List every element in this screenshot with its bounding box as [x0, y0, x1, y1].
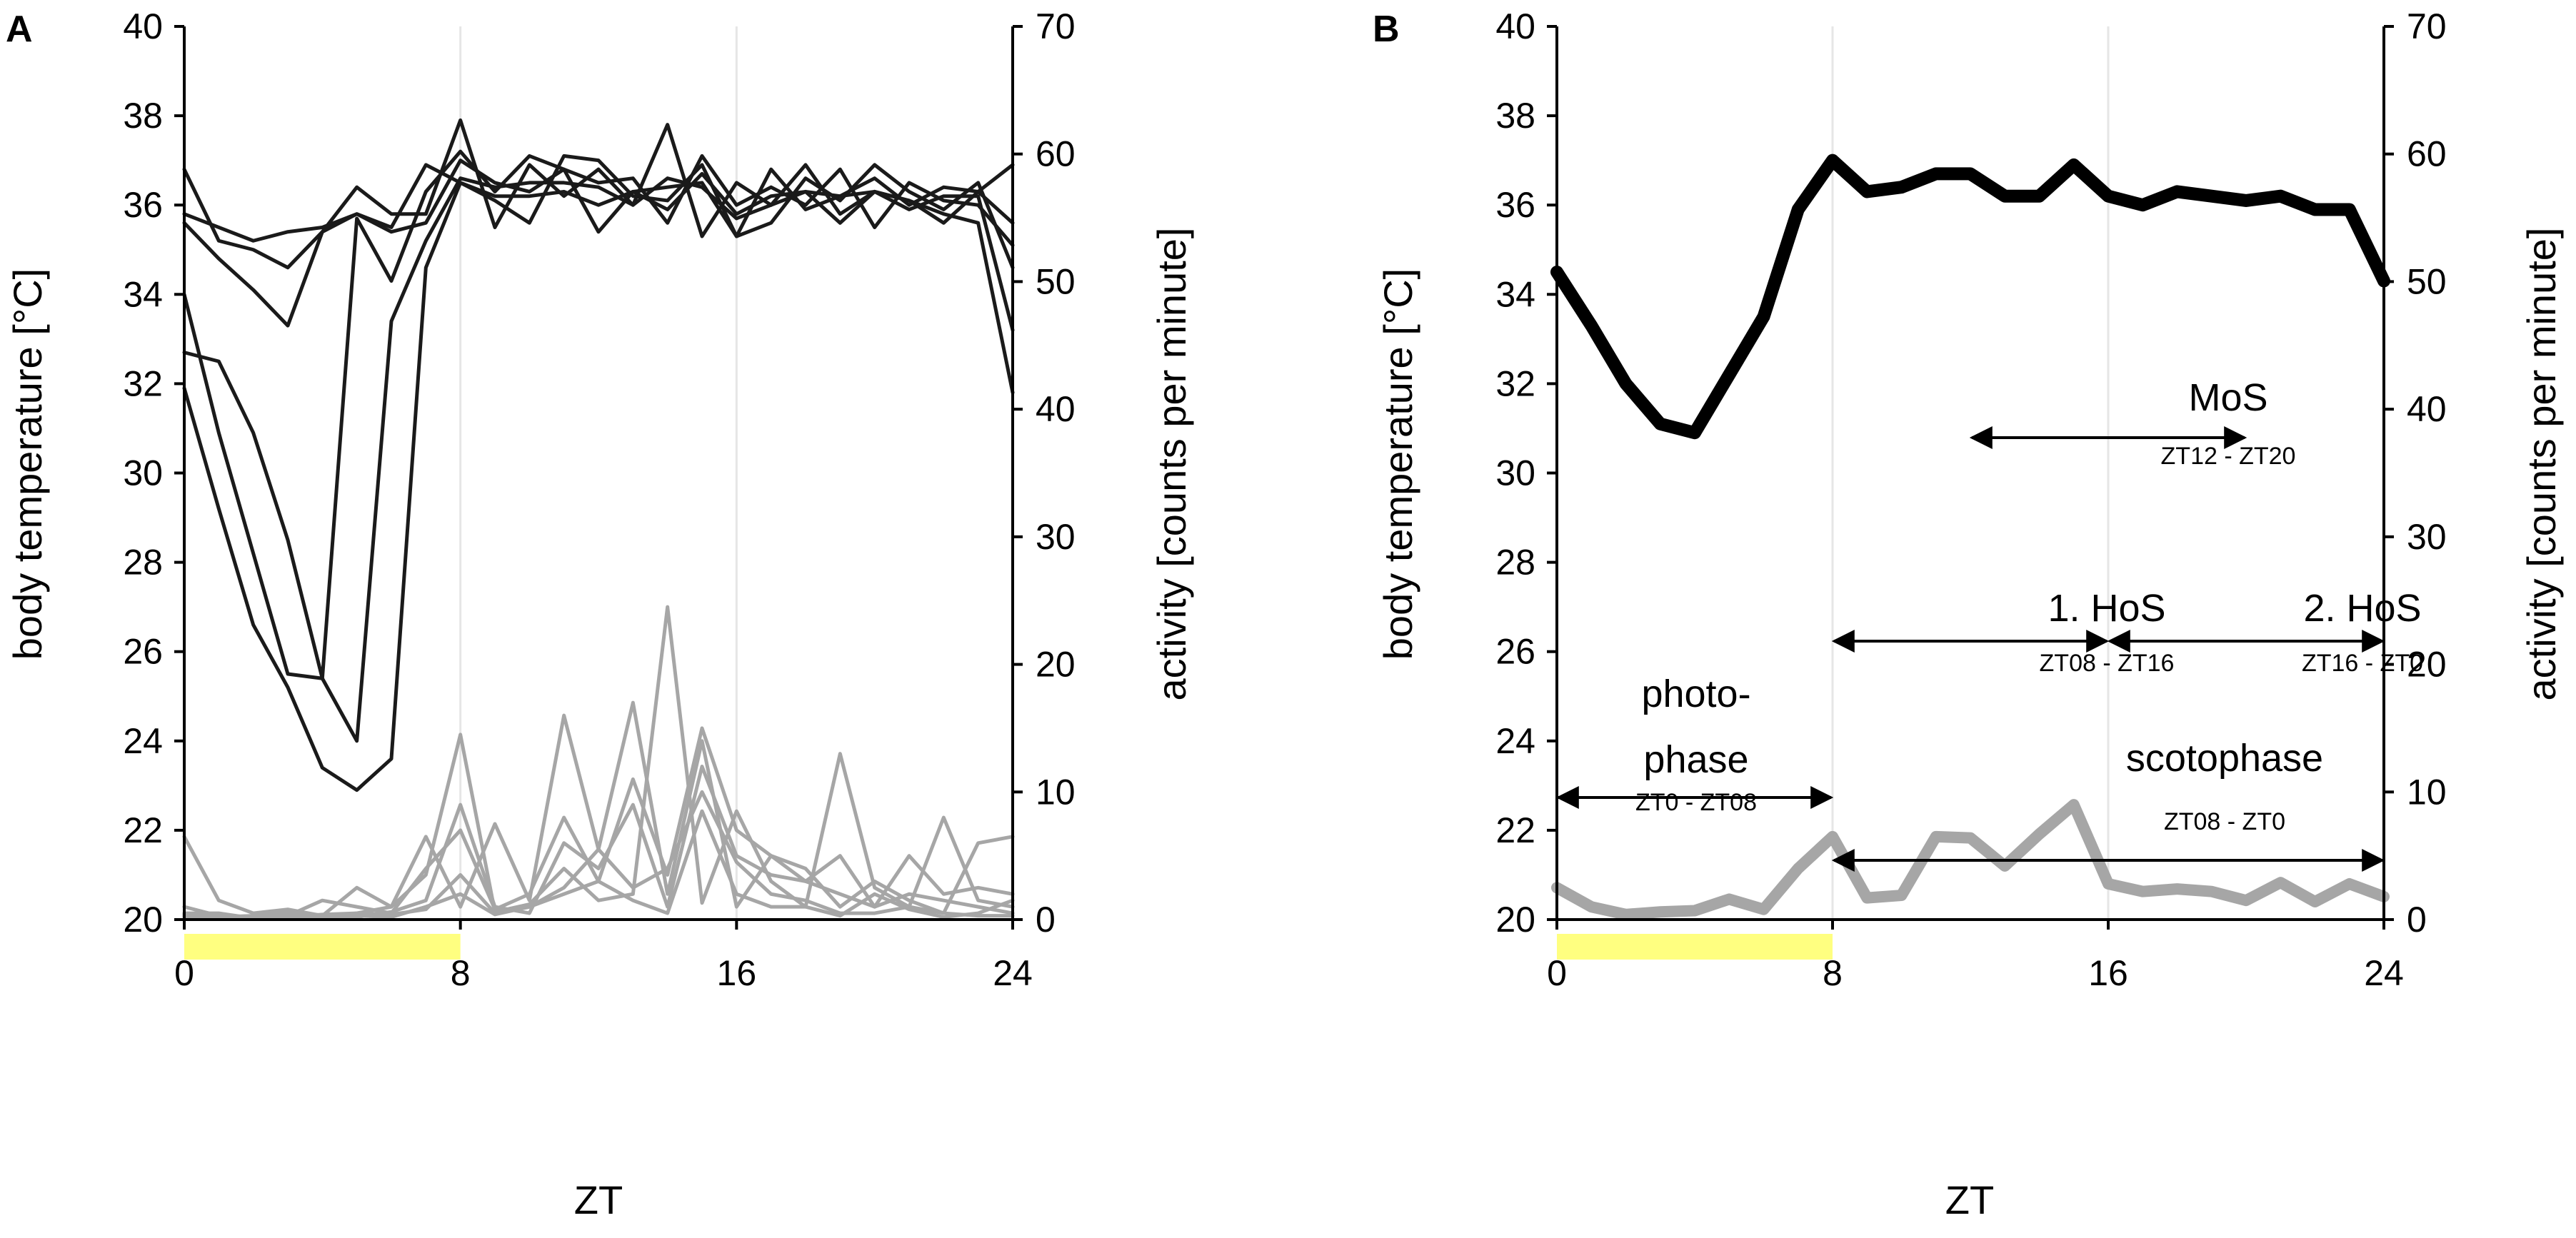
panel-b-left-tick-label: 26: [1495, 632, 1535, 672]
panel-a-tick-labels: 20 22 24 26 28 30 32 34 36 38 40 0 10 20 30 40 50 60 70 0 8 1…: [123, 6, 1075, 993]
panel-b-left-tick-label: 22: [1495, 810, 1535, 850]
panel-b-left-tick-label: 32: [1495, 363, 1535, 403]
panel-a-x-tick-label: 24: [993, 953, 1033, 993]
panel-b-left-axis-title: body temperature [°C]: [1375, 268, 1420, 660]
panel-b-x-tick-label: 16: [2088, 953, 2128, 993]
panel-b-right-tick-label: 70: [2407, 6, 2447, 46]
mos-range-label: ZT12 - ZT20: [2161, 443, 2296, 470]
hos1-title: 1. HoS: [2048, 587, 2165, 630]
panel-a-left-tick-label: 32: [123, 363, 163, 403]
panel-a-left-tick-label: 22: [123, 810, 163, 850]
panel-a-left-tick-label: 36: [123, 185, 163, 225]
panel-b-x-tick-label: 8: [1823, 953, 1843, 993]
panel-a-right-tick-label: 40: [1036, 389, 1076, 429]
panel-a-activity-series-6: [182, 809, 1015, 920]
panel-a-right-tick-label: 30: [1036, 517, 1076, 557]
panel-a-left-axis-title: body temperature [°C]: [5, 268, 50, 660]
panel-a-gridlines: [459, 26, 738, 920]
panel-a-activity-series-5: [182, 790, 1015, 920]
photophase-range-label: ZT0 - ZT08: [1635, 789, 1757, 816]
panel-a-temperature-series-2: [182, 154, 1015, 243]
scotophase-range-label: ZT08 - ZT0: [2164, 808, 2285, 835]
panel-a-left-tick-label: 28: [123, 543, 163, 583]
panel-b-left-tick-label: 20: [1495, 900, 1535, 940]
hos2-range-label: ZT16 - ZT0: [2302, 650, 2423, 677]
panel-b-photophase-bar: [1557, 934, 1833, 960]
panel-a-right-tick-label: 60: [1036, 134, 1076, 174]
panel-a-right-tick-label: 10: [1036, 772, 1076, 812]
panel-b-left-tick-label: 36: [1495, 185, 1535, 225]
panel-b-axes: [1547, 25, 2394, 930]
panel-a-left-tick-label: 40: [123, 6, 163, 46]
panel-a-right-axis-title: activity [counts per minute]: [1149, 228, 1194, 701]
hos1-range-label: ZT08 - ZT16: [2040, 650, 2175, 677]
panel-a-temperature-series-6: [182, 171, 1015, 792]
panel-b-activity-lines: [1551, 799, 2390, 920]
panel-a-right-tick-label: 20: [1036, 645, 1076, 685]
panel-b-label: B: [1373, 9, 1400, 50]
panel-a-right-tick-label: 0: [1036, 900, 1056, 940]
panel-b-right-axis-title: activity [counts per minute]: [2519, 228, 2564, 701]
panel-a-temperature-series-5: [182, 176, 1015, 743]
panel-b-left-tick-label: 24: [1495, 721, 1535, 761]
hos2-title: 2. HoS: [2303, 587, 2421, 630]
panel-a-label: A: [6, 9, 33, 50]
panel-a-left-tick-label: 26: [123, 632, 163, 672]
panel-a-activity-lines: [182, 605, 1015, 920]
mos-title: MoS: [2188, 376, 2267, 419]
panel-a-left-tick-label: 38: [123, 96, 163, 136]
panel-b-activity-series-1: [1551, 799, 2390, 920]
panel-a-activity-series-3: [182, 726, 1015, 920]
panel-b-annotations: MoS ZT12 - ZT20 1. HoS ZT08 - ZT16 2. Ho…: [1555, 376, 2423, 872]
panel-b-gridlines: [1831, 26, 2110, 920]
photophase-title-line2: phase: [1643, 738, 1748, 781]
panel-b-left-tick-label: 28: [1495, 543, 1535, 583]
panel-b-tick-labels: 20 22 24 26 28 30 32 34 36 38 40 0 10 20 30 40 50 60 70 0 8 1…: [1495, 6, 2446, 993]
panel-b-right-tick-label: 30: [2407, 517, 2447, 557]
panel-b-right-tick-label: 0: [2407, 900, 2427, 940]
panel-a-left-tick-label: 34: [123, 274, 163, 314]
panel-a-x-tick-label: 0: [174, 953, 194, 993]
panel-a-left-tick-label: 20: [123, 900, 163, 940]
panel-b-right-tick-label: 20: [2407, 645, 2447, 685]
panel-b-temperature-series-1: [1550, 154, 2390, 440]
panel-b-right-tick-label: 60: [2407, 134, 2447, 174]
panel-b-x-tick-label: 0: [1547, 953, 1567, 993]
panel-b-left-tick-label: 34: [1495, 274, 1535, 314]
panel-b-left-tick-label: 30: [1495, 453, 1535, 493]
panel-a-right-tick-label: 70: [1036, 6, 1076, 46]
panel-b-left-tick-label: 38: [1495, 96, 1535, 136]
panel-a-axes: [174, 25, 1023, 930]
panel-b-right-tick-label: 40: [2407, 389, 2447, 429]
panel-a-left-tick-label: 24: [123, 721, 163, 761]
scotophase-title: scotophase: [2126, 737, 2323, 780]
panel-a-x-tick-label: 8: [451, 953, 471, 993]
panel-b-right-tick-label: 50: [2407, 261, 2447, 301]
panel-a-x-tick-label: 16: [717, 953, 757, 993]
panel-a-temperature-series-3: [182, 154, 1015, 328]
panel-a-x-axis-title: ZT: [574, 1177, 623, 1222]
photophase-title-line1: photo-: [1641, 673, 1750, 715]
panel-b-x-axis-title: ZT: [1945, 1177, 1994, 1222]
panel-a-photophase-bar: [184, 934, 461, 960]
panel-b-right-tick-label: 10: [2407, 772, 2447, 812]
panel-b: B 20 22 24 26 28 30 32 34 36 38 40 0 10 20 30 40 50 60 70 0…: [1373, 6, 2564, 1222]
panel-a-left-tick-label: 30: [123, 453, 163, 493]
panel-b-left-tick-label: 40: [1495, 6, 1535, 46]
panel-b-photophase: [1557, 934, 1833, 960]
panel-b-x-tick-label: 24: [2364, 953, 2404, 993]
panel-a-temperature-lines: [182, 118, 1015, 792]
panel-b-temperature-lines: [1550, 154, 2390, 440]
panel-a-photophase: [184, 934, 461, 960]
panel-a: A 20 22 24 26 28 30 32 34 36 38 40 0 10 20 30 40 50 60 70 0…: [5, 6, 1194, 1222]
panel-a-right-tick-label: 50: [1036, 261, 1076, 301]
